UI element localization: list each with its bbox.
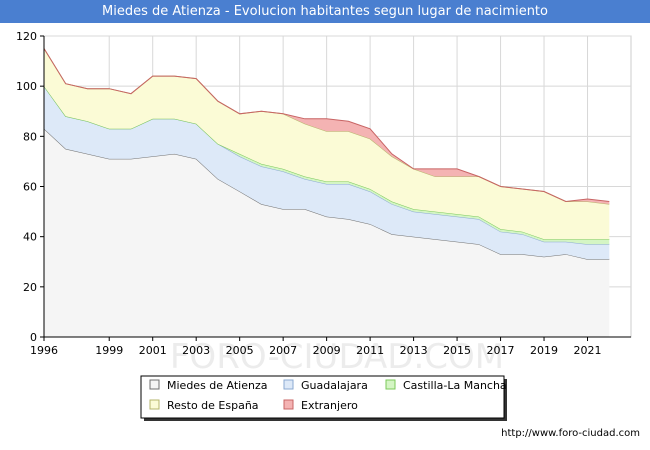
x-tick-label: 2019 bbox=[530, 344, 558, 357]
tick-labels: 0 20 40 60 80 100 120 1996 1999 2001 2003 2005 2007 2… bbox=[16, 30, 602, 357]
legend-swatch bbox=[385, 379, 396, 390]
y-tick-label: 0 bbox=[30, 331, 37, 344]
legend: Miedes de Atienza Guadalajara Castilla-La … bbox=[140, 375, 507, 421]
legend-swatch bbox=[283, 399, 294, 410]
legend-label: Guadalajara bbox=[301, 379, 368, 392]
y-tick-label: 40 bbox=[23, 231, 37, 244]
legend-label: Resto de España bbox=[167, 399, 259, 412]
legend-label: Miedes de Atienza bbox=[167, 379, 268, 392]
x-tick-label: 2011 bbox=[356, 344, 384, 357]
y-tick-label: 100 bbox=[16, 80, 37, 93]
legend-label: Extranjero bbox=[301, 399, 358, 412]
area-3 bbox=[44, 48, 610, 240]
area-4 bbox=[44, 48, 610, 205]
x-tick-label: 2007 bbox=[269, 344, 297, 357]
x-tick-label: 2009 bbox=[313, 344, 341, 357]
y-tick-label: 60 bbox=[23, 181, 37, 194]
x-tick-label: 2005 bbox=[226, 344, 254, 357]
source-url[interactable]: http://www.foro-ciudad.com bbox=[501, 428, 640, 439]
axes bbox=[40, 35, 631, 341]
legend-swatch bbox=[283, 379, 294, 390]
watermark: FORO-CIUDAD.COM bbox=[170, 337, 504, 377]
y-tick-label: 20 bbox=[23, 281, 37, 294]
y-tick-label: 80 bbox=[23, 130, 37, 143]
legend-swatch bbox=[149, 379, 160, 390]
x-tick-label: 2021 bbox=[574, 344, 602, 357]
legend-label: Castilla-La Mancha bbox=[403, 379, 507, 392]
x-tick-label: 2003 bbox=[182, 344, 210, 357]
x-tick-label: 2017 bbox=[487, 344, 515, 357]
y-tick-label: 120 bbox=[16, 30, 37, 43]
x-tick-label: 2001 bbox=[139, 344, 167, 357]
series-line-4 bbox=[43, 48, 610, 203]
x-tick-label: 1999 bbox=[95, 344, 123, 357]
area-0 bbox=[44, 128, 610, 337]
area-1 bbox=[44, 86, 610, 260]
x-tick-label: 2015 bbox=[443, 344, 471, 357]
x-tick-label: 2013 bbox=[400, 344, 428, 357]
chart-title: Miedes de Atienza - Evolucion habitantes… bbox=[0, 0, 650, 23]
legend-swatch bbox=[149, 399, 160, 410]
area-series bbox=[43, 48, 610, 337]
legend-box bbox=[140, 375, 505, 419]
x-tick-label: 1996 bbox=[30, 344, 58, 357]
